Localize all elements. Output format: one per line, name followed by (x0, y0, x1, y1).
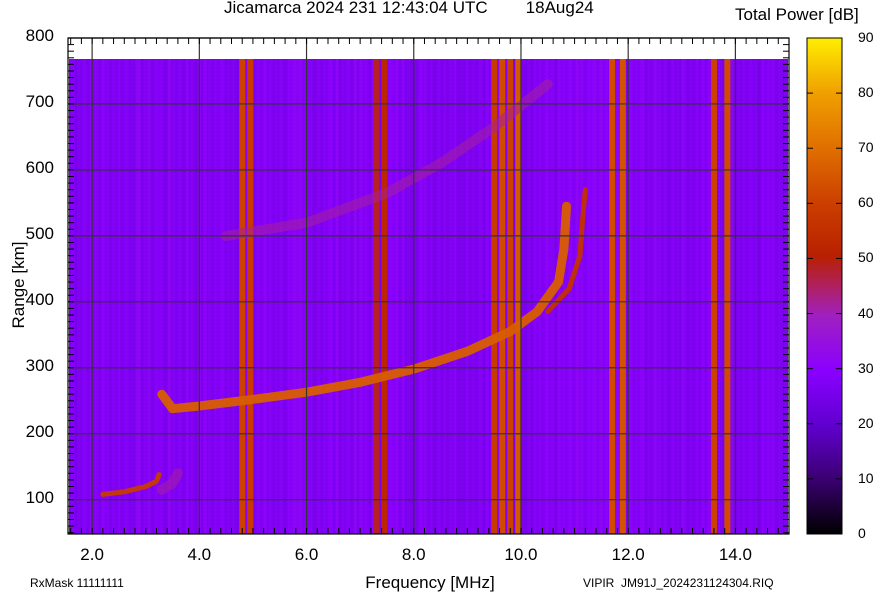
interference-band (239, 59, 246, 534)
axis-ticks (68, 37, 790, 534)
y-tick-label: 600 (25, 157, 54, 177)
colorbar-title: Total Power [dB] (735, 5, 859, 24)
chart-title: Jicamarca 2024 231 12:43:04 UTC 18Aug24 (224, 0, 594, 18)
y-tick-label: 700 (25, 91, 54, 111)
interference-band (247, 59, 254, 534)
y-tick-label: 400 (25, 289, 54, 309)
y-tick-label: 100 (25, 487, 54, 507)
x-tick-label: 14.0 (718, 545, 752, 564)
colorbar-tick-label: 50 (858, 249, 874, 266)
filename-label: VIPIR JM91J_2024231124304.RIQ (583, 576, 774, 590)
y-tick-label: 800 (25, 26, 54, 45)
x-tick-label: 4.0 (187, 545, 212, 564)
y-tick-label: 200 (25, 421, 54, 441)
title-date: 18Aug24 (525, 0, 594, 17)
interference-band (515, 59, 522, 534)
heatmap-layer (69, 59, 788, 534)
colorbar-tick-label: 90 (858, 29, 874, 45)
interference-band (710, 59, 717, 534)
interference-band (373, 59, 380, 534)
interference-band (491, 59, 498, 534)
colorbar-tick-label: 40 (858, 304, 874, 321)
colorbar-tick-label: 20 (858, 414, 874, 431)
x-tick-label: 12.0 (611, 545, 645, 564)
colorbar-tick-label: 60 (858, 194, 874, 211)
x-axis-title: Frequency [MHz] (365, 573, 495, 592)
colorbar-ticks (807, 92, 842, 480)
title-station-time: Jicamarca 2024 231 12:43:04 UTC (224, 0, 488, 17)
colorbar-tick-label: 0 (858, 525, 866, 541)
colorbar-tick-label: 70 (858, 139, 874, 156)
x-tick-label: 6.0 (294, 545, 319, 564)
interference-band (609, 59, 616, 534)
echo-trace (545, 187, 588, 315)
x-tick-label: 2.0 (80, 545, 104, 564)
plot-frame (67, 37, 790, 535)
x-tick-label: 8.0 (401, 545, 426, 564)
interference-band (724, 59, 731, 534)
interference-band (499, 59, 506, 534)
colorbar-tick-label: 80 (858, 84, 874, 101)
x-tick-label: 10.0 (504, 545, 538, 564)
interference-band (507, 59, 514, 534)
echo-trace (100, 472, 162, 497)
colorbar-tick-label: 10 (858, 469, 874, 486)
colorbar-tick-label: 30 (858, 359, 874, 376)
y-axis-title: Range [km] (9, 241, 28, 329)
rxmask-label: RxMask 11111111 (30, 576, 124, 590)
interference-band (619, 59, 626, 534)
echo-trace (156, 468, 183, 495)
interference-band (381, 59, 388, 534)
y-tick-label: 500 (25, 223, 54, 243)
y-tick-label: 300 (25, 355, 54, 375)
colorbar (806, 37, 843, 535)
